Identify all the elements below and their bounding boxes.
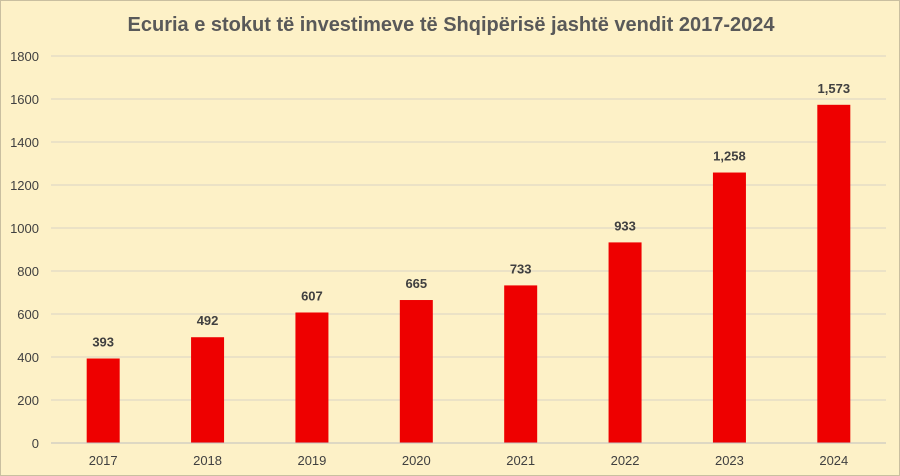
y-axis-tick-labels: 0 200 400 600 800 1000 1200 1400 1600 1800 [10, 49, 39, 451]
bars [86, 104, 851, 444]
data-label-2023: 1,258 [713, 149, 746, 164]
y-tick-label-0: 0 [32, 436, 39, 451]
data-label-2017: 393 [92, 335, 114, 350]
bar-2024 [817, 104, 851, 444]
y-tick-label-600: 600 [17, 307, 39, 322]
data-label-2021: 733 [510, 261, 532, 276]
bar-2017 [86, 358, 120, 443]
y-tick-label-1600: 1600 [10, 92, 39, 107]
chart-title: Ecuria e stokut të investimeve të Shqipë… [128, 14, 776, 36]
x-axis-tick-labels: 2017 2018 2019 2020 2021 2022 2023 2024 [89, 453, 849, 468]
y-tick-label-1400: 1400 [10, 135, 39, 150]
bar-2022 [608, 242, 642, 443]
y-tick-label-1800: 1800 [10, 49, 39, 64]
y-tick-label-200: 200 [17, 393, 39, 408]
bar-2023 [712, 172, 746, 443]
y-tick-label-1000: 1000 [10, 221, 39, 236]
gridlines [51, 55, 886, 401]
data-labels: 393 492 607 665 733 933 1,258 1,573 [92, 81, 850, 350]
x-tick-label-2017: 2017 [89, 453, 118, 468]
x-tick-label-2019: 2019 [297, 453, 326, 468]
bar-2018 [191, 337, 225, 443]
x-tick-label-2024: 2024 [819, 453, 848, 468]
y-tick-label-800: 800 [17, 264, 39, 279]
bar-2021 [504, 285, 538, 443]
bar-2019 [295, 312, 329, 443]
data-label-2022: 933 [614, 218, 636, 233]
x-tick-label-2018: 2018 [193, 453, 222, 468]
x-tick-label-2022: 2022 [611, 453, 640, 468]
data-label-2018: 492 [197, 313, 219, 328]
y-tick-label-400: 400 [17, 350, 39, 365]
data-label-2020: 665 [405, 276, 427, 291]
data-label-2019: 607 [301, 288, 323, 303]
data-label-2024: 1,573 [818, 81, 851, 96]
x-tick-label-2023: 2023 [715, 453, 744, 468]
x-tick-label-2020: 2020 [402, 453, 431, 468]
bar-2020 [399, 300, 433, 443]
y-tick-label-1200: 1200 [10, 178, 39, 193]
x-tick-label-2021: 2021 [506, 453, 535, 468]
